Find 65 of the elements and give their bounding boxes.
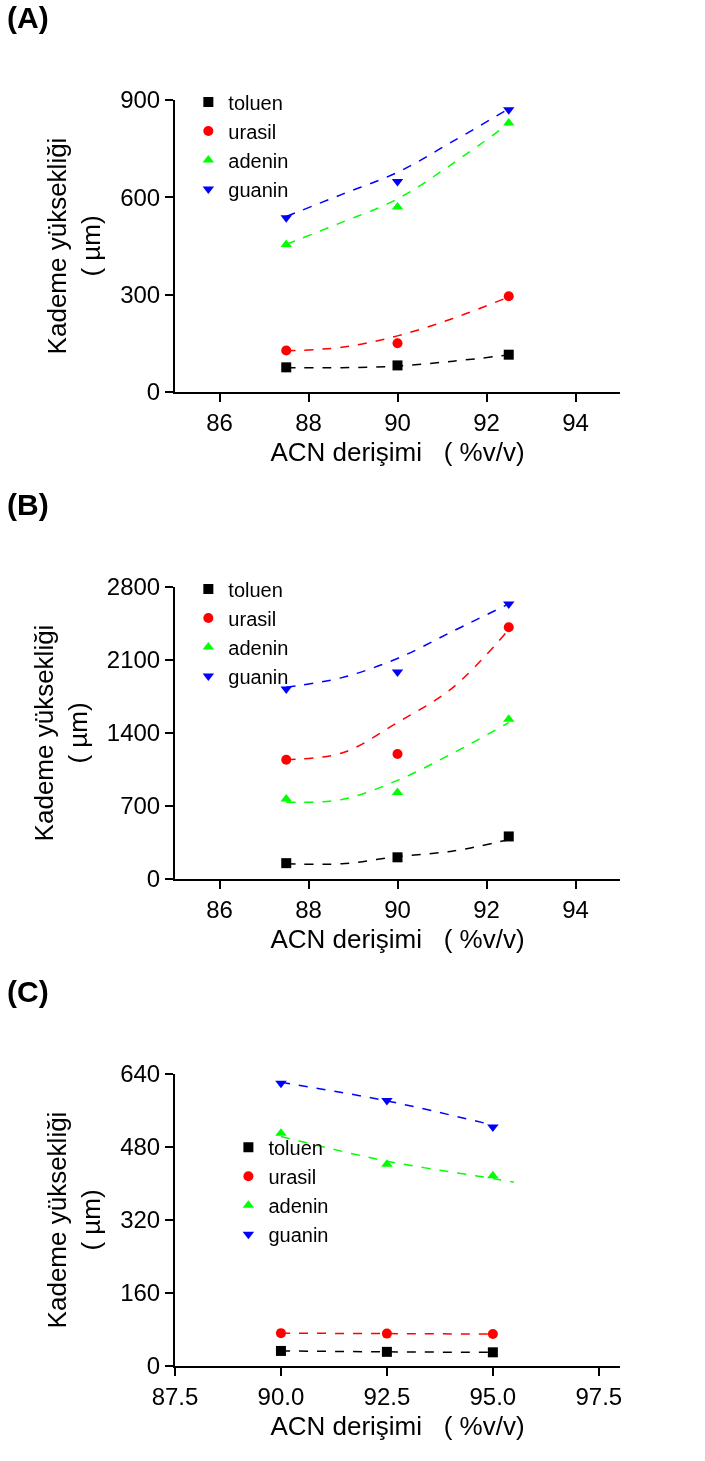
point <box>281 362 292 373</box>
point <box>281 858 292 869</box>
legend-label: adenin <box>228 636 289 659</box>
x-tick-label: 90 <box>384 895 411 923</box>
y-tick-label: 600 <box>120 183 161 211</box>
chart-title: (A) <box>7 1 49 35</box>
point <box>503 291 514 302</box>
y-tick-label: 0 <box>146 1352 161 1380</box>
point <box>392 749 403 760</box>
x-tick-label: 92.5 <box>363 1382 411 1410</box>
y-tick-label: 0 <box>146 378 161 406</box>
y-tick-label: 300 <box>120 281 161 309</box>
y-tick-label: 320 <box>120 1206 161 1234</box>
point <box>281 754 292 765</box>
y-tick-label: 640 <box>120 1060 161 1088</box>
x-tick-label: 86 <box>206 895 233 923</box>
legend-label: adenin <box>268 1195 329 1218</box>
x-tick-label: 95.0 <box>469 1382 517 1410</box>
point <box>487 1347 498 1358</box>
point <box>275 1345 286 1356</box>
y-axis-title: Kademe yüksekliği ( µm) <box>42 137 107 355</box>
x-axis-title: ACN derişimi ( %v/v) <box>270 924 525 954</box>
y-tick-label: 1400 <box>106 719 161 747</box>
x-tick-label: 92 <box>473 895 500 923</box>
legend-label: toluen <box>268 1137 323 1160</box>
legend-label: adenin <box>228 149 289 172</box>
point <box>381 1346 392 1357</box>
legend-label: guanin <box>268 1224 329 1247</box>
x-axis-title: ACN derişimi ( %v/v) <box>270 437 525 467</box>
point <box>381 1328 392 1339</box>
y-tick-label: 700 <box>120 792 161 820</box>
x-tick-label: 86 <box>206 408 233 436</box>
x-tick-label: 88 <box>295 895 322 923</box>
y-tick-label: 0 <box>146 865 161 893</box>
y-tick-label: 2800 <box>106 573 161 601</box>
x-tick-label: 94 <box>562 895 589 923</box>
legend-label: toluen <box>228 578 283 601</box>
legend-label: urasil <box>228 120 277 143</box>
chart-title: (B) <box>7 488 49 522</box>
y-axis-title: Kademe yüksekliği ( µm) <box>42 1111 107 1329</box>
x-tick-label: 87.5 <box>151 1382 199 1410</box>
x-tick-label: 94 <box>562 408 589 436</box>
legend-label: guanin <box>228 178 289 201</box>
y-axis-title: Kademe yüksekliği ( µm) <box>28 624 93 842</box>
x-tick-label: 90 <box>384 408 411 436</box>
x-tick-label: 90.0 <box>257 1382 305 1410</box>
point <box>392 338 403 349</box>
point <box>487 1170 499 1179</box>
y-tick-label: 160 <box>120 1279 161 1307</box>
point <box>503 622 514 633</box>
point <box>503 349 514 360</box>
x-tick-label: 97.5 <box>575 1382 623 1410</box>
chart-title: (C) <box>7 975 49 1009</box>
x-tick-label: 88 <box>295 408 322 436</box>
y-tick-label: 900 <box>120 86 161 114</box>
legend-label: toluen <box>228 91 283 114</box>
legend-label: urasil <box>268 1166 317 1189</box>
legend-label: guanin <box>228 665 289 688</box>
y-tick-label: 2100 <box>106 646 161 674</box>
legend-label: urasil <box>228 607 277 630</box>
point <box>503 831 514 842</box>
x-axis-title: ACN derişimi ( %v/v) <box>270 1411 525 1441</box>
x-tick-label: 92 <box>473 408 500 436</box>
y-tick-label: 480 <box>120 1133 161 1161</box>
point <box>487 1329 498 1340</box>
